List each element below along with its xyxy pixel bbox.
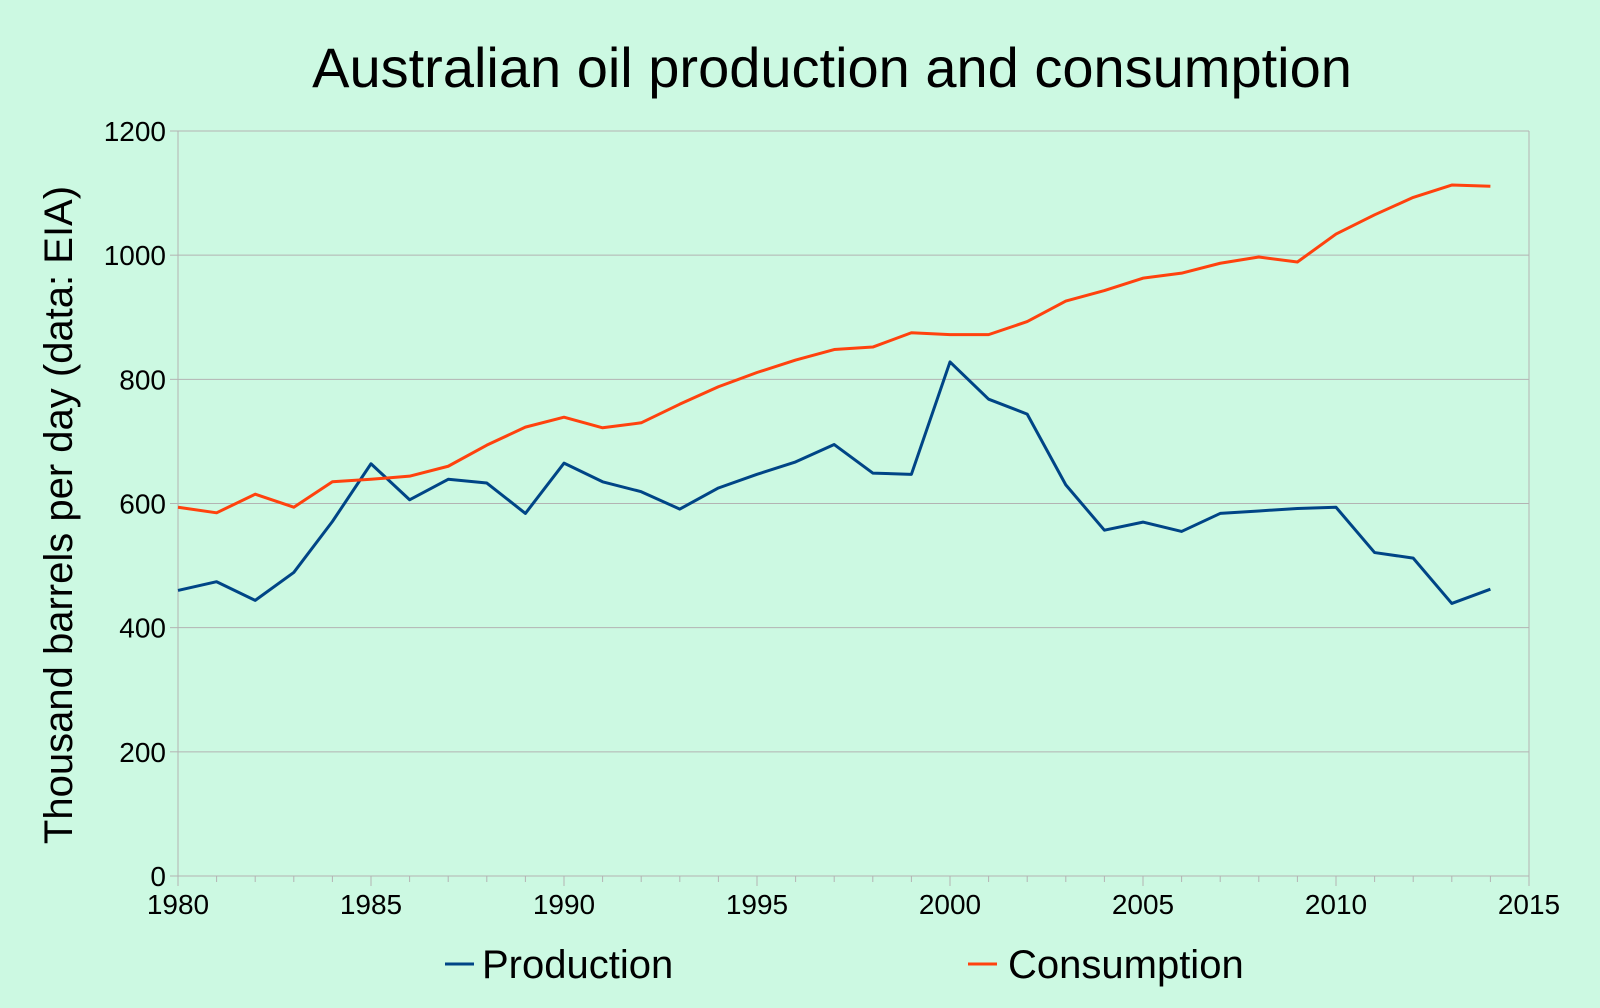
- x-tick-label: 2015: [1498, 889, 1560, 920]
- x-tick-label: 1990: [533, 889, 595, 920]
- x-tick-label: 1980: [147, 889, 209, 920]
- x-tick-label: 1995: [726, 889, 788, 920]
- legend: Production Consumption: [445, 943, 1244, 987]
- y-axis-label: Thousand barrels per day (data: EIA): [37, 186, 81, 844]
- y-tick-label: 1000: [104, 240, 166, 271]
- y-tick-label: 200: [119, 737, 166, 768]
- legend-label-consumption: Consumption: [1008, 943, 1244, 987]
- legend-label-production: Production: [482, 943, 673, 987]
- y-tick-label: 800: [119, 364, 166, 395]
- y-tick-label: 400: [119, 613, 166, 644]
- series-line-consumption: [177, 183, 1491, 515]
- x-tick-label: 2005: [1112, 889, 1174, 920]
- chart-title: Australian oil production and consumptio…: [312, 36, 1352, 99]
- x-tick-label: 2000: [919, 889, 981, 920]
- y-tick-label: 600: [119, 489, 166, 520]
- x-tick-label: 1985: [340, 889, 402, 920]
- series-line-production: [177, 360, 1491, 605]
- y-tick-label: 0: [150, 861, 166, 892]
- x-tick-label: 2010: [1305, 889, 1367, 920]
- y-tick-label: 1200: [104, 116, 166, 147]
